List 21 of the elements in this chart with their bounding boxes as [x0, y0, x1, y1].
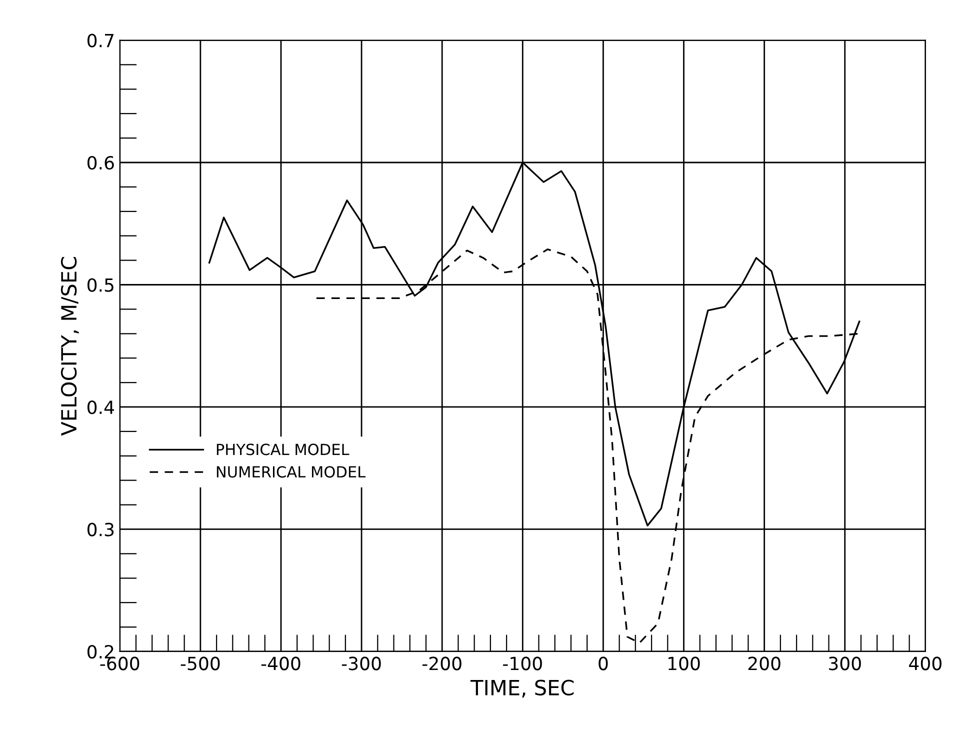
x-tick-label: -100 [503, 656, 542, 670]
x-tick-label: -300 [342, 656, 381, 670]
x-tick-label: -600 [100, 656, 140, 670]
y-tick-label: 0.5 [87, 278, 114, 292]
y-tick-label: 0.2 [87, 644, 114, 659]
x-tick-label: 100 [668, 656, 700, 670]
x-tick-label: 300 [829, 656, 861, 670]
x-tick-label: -200 [422, 656, 462, 670]
y-tick-label: 0.3 [87, 522, 114, 536]
x-tick-label: 200 [748, 656, 780, 670]
x-tick-label: 0 [598, 656, 608, 670]
y-tick-label: 0.4 [87, 400, 114, 414]
y-tick-label: 0.6 [87, 156, 114, 170]
legend-label: NUMERICAL MODEL [216, 466, 366, 478]
x-tick-label: -400 [261, 656, 300, 670]
legend-label: PHYSICAL MODEL [216, 444, 350, 456]
y-tick-label: 0.7 [87, 34, 114, 48]
x-axis-title: TIME, SEC [470, 680, 574, 698]
x-tick-label: -500 [180, 656, 220, 670]
y-axis-title: VELOCITY, M/SEC [60, 257, 79, 436]
x-tick-label: 400 [909, 656, 942, 670]
